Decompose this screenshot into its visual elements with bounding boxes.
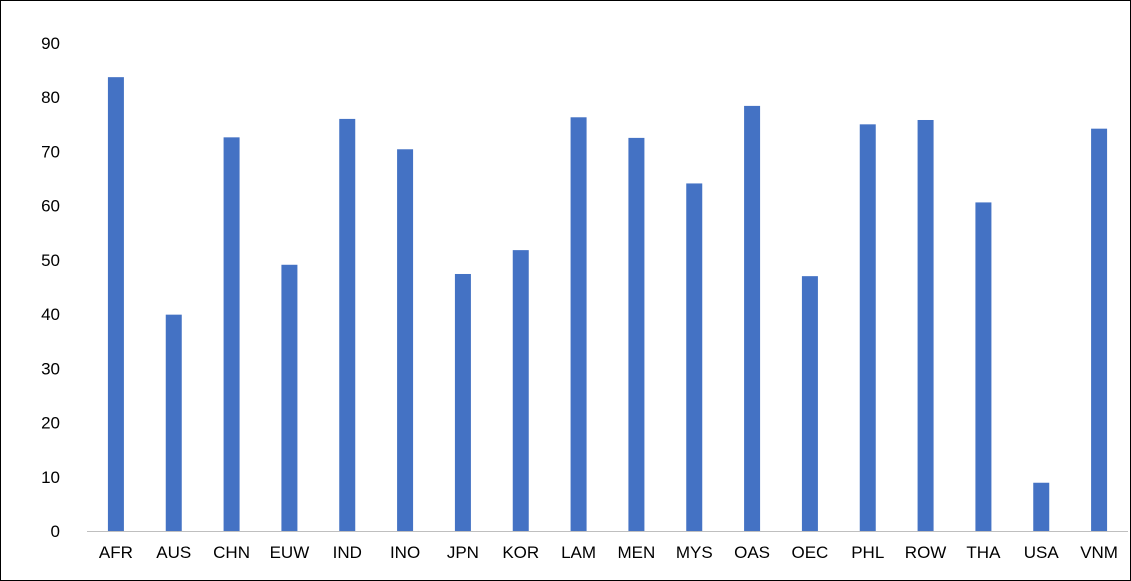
bar-tha — [975, 202, 992, 531]
x-tick-label: AFR — [99, 543, 133, 562]
bar-phl — [859, 124, 876, 531]
bar-men — [628, 137, 645, 531]
bar-usa — [1033, 482, 1050, 531]
bar-lam — [570, 117, 587, 531]
y-tick-label: 0 — [51, 522, 60, 541]
y-tick-label: 40 — [41, 305, 60, 324]
x-tick-label: LAM — [561, 543, 596, 562]
y-tick-label: 60 — [41, 197, 60, 216]
x-tick-label: USA — [1024, 543, 1060, 562]
x-tick-label: PHL — [851, 543, 884, 562]
x-tick-label: MYS — [676, 543, 713, 562]
x-tick-label: THA — [966, 543, 1001, 562]
bar-aus — [165, 314, 182, 531]
bar-kor — [512, 250, 529, 531]
x-tick-label: VNM — [1080, 543, 1118, 562]
x-tick-label: ROW — [905, 543, 947, 562]
x-tick-label: AUS — [156, 543, 191, 562]
x-tick-label: JPN — [447, 543, 479, 562]
bar-row — [917, 119, 934, 532]
y-tick-label: 30 — [41, 359, 60, 378]
x-axis-ticks: AFR AUS CHN EUW IND INO JPN KOR LAM MEN MYS OAS OEC P… — [99, 543, 1118, 562]
bar-oas — [744, 105, 761, 532]
y-tick-label: 20 — [41, 414, 60, 433]
y-tick-label: 10 — [41, 468, 60, 487]
y-tick-label: 50 — [41, 251, 60, 270]
bar-euw — [281, 264, 298, 531]
x-tick-label: OEC — [791, 543, 828, 562]
x-tick-label: CHN — [213, 543, 250, 562]
bars — [107, 77, 1108, 532]
x-tick-label: INO — [390, 543, 420, 562]
bar-chn — [223, 137, 240, 531]
y-tick-label: 90 — [41, 34, 60, 53]
y-tick-label: 70 — [41, 142, 60, 161]
bar-ino — [397, 149, 414, 531]
bar-mys — [686, 183, 703, 532]
x-tick-label: IND — [333, 543, 362, 562]
x-tick-label: EUW — [270, 543, 310, 562]
x-tick-label: KOR — [502, 543, 539, 562]
y-axis-ticks: 0 10 20 30 40 50 60 70 80 90 — [41, 34, 60, 541]
y-tick-label: 80 — [41, 88, 60, 107]
bar-oec — [801, 276, 818, 531]
bar-afr — [107, 77, 124, 531]
x-tick-label: MEN — [618, 543, 656, 562]
x-tick-label: OAS — [734, 543, 770, 562]
bar-ind — [339, 118, 356, 532]
bar-jpn — [454, 273, 471, 531]
bar-vnm — [1091, 128, 1108, 531]
